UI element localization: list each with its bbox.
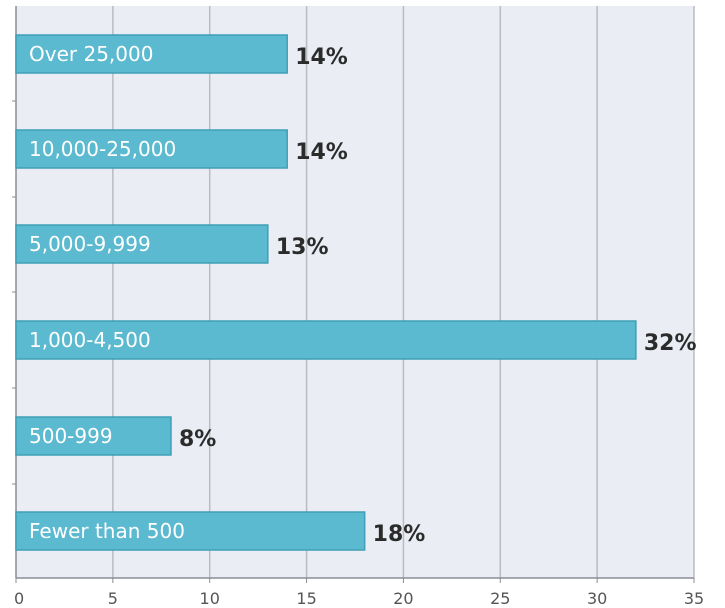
x-axis-tick-labels: 0 5 10 15 20 25 30 35 xyxy=(14,589,704,608)
bar-value-label: 32% xyxy=(644,331,697,356)
bar-value-label: 18% xyxy=(373,522,426,547)
x-tick-label: 35 xyxy=(684,589,704,608)
bar-4 xyxy=(15,320,637,360)
bar-category-label: Fewer than 500 xyxy=(29,519,185,543)
axes xyxy=(12,6,695,583)
x-tick-label: 20 xyxy=(393,589,413,608)
x-tick-label: 5 xyxy=(108,589,118,608)
bar-value-label: 14% xyxy=(295,45,348,70)
bar-1 xyxy=(15,34,288,74)
bar-value-label: 14% xyxy=(295,140,348,165)
bar-value-label: 13% xyxy=(276,235,329,260)
x-tick-label: 0 xyxy=(14,589,24,608)
bar-category-label: 10,000-25,000 xyxy=(29,137,176,161)
grid-lines xyxy=(112,6,695,578)
bar-5 xyxy=(15,416,172,456)
bar-6 xyxy=(15,511,366,551)
labels: Over 25,000 14% 10,000-25,000 14% 5,000-9,99… xyxy=(29,42,697,547)
bar-3 xyxy=(15,224,269,264)
bars xyxy=(15,34,637,551)
bar-value-label: 8% xyxy=(179,427,216,452)
x-tick-label: 10 xyxy=(200,589,220,608)
bar-category-label: 500-999 xyxy=(29,424,113,448)
bar-category-label: 1,000-4,500 xyxy=(29,328,151,352)
bar-2 xyxy=(15,129,288,169)
bar-category-label: 5,000-9,999 xyxy=(29,232,151,256)
x-tick-label: 30 xyxy=(587,589,607,608)
x-tick-label: 15 xyxy=(296,589,316,608)
x-tick-label: 25 xyxy=(490,589,510,608)
bar-category-label: Over 25,000 xyxy=(29,42,153,66)
plot-background xyxy=(16,6,694,578)
